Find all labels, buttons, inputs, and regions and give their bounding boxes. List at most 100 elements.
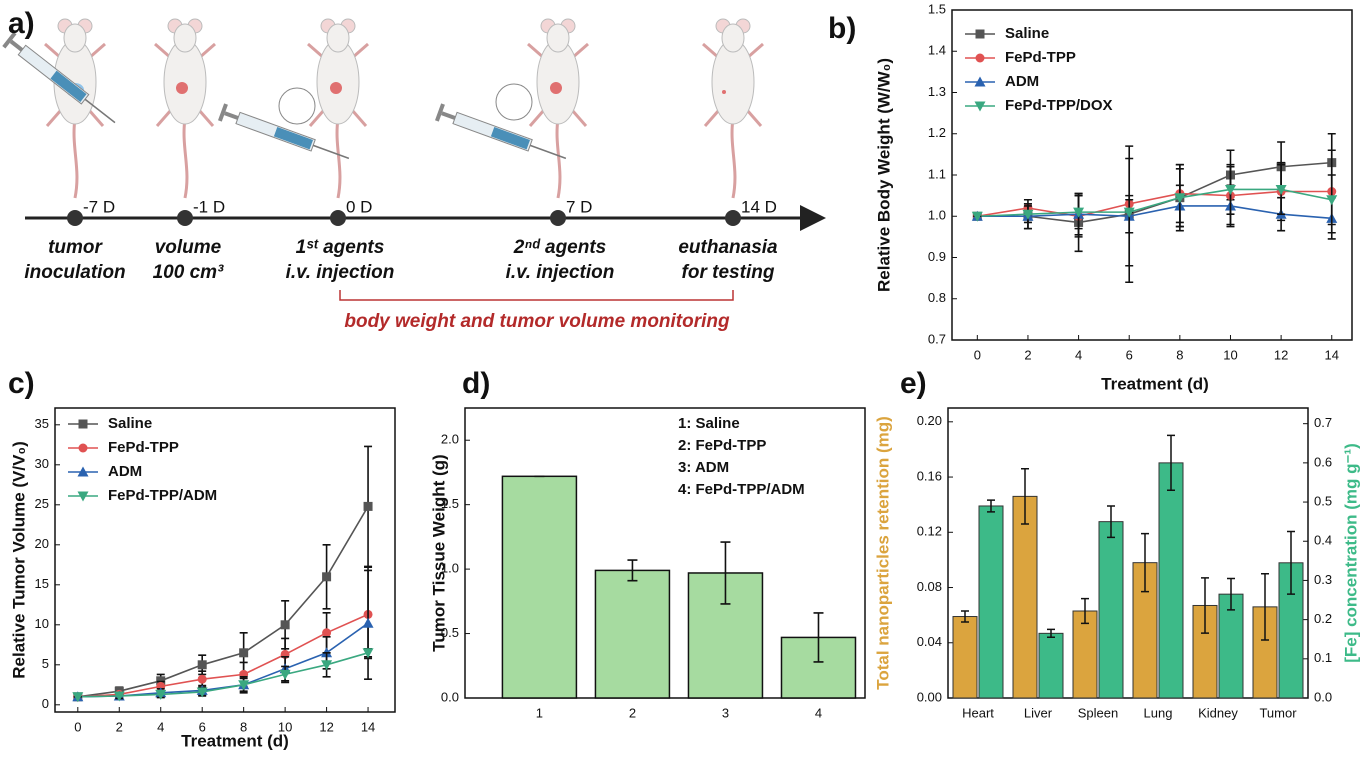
marker	[321, 660, 333, 671]
legend-label: Saline	[1005, 25, 1049, 42]
marker	[1022, 209, 1034, 220]
y-tick-label: 1.1	[928, 166, 946, 181]
x-tick-label: 0	[74, 719, 81, 734]
x-tick-label: 4	[1075, 347, 1082, 362]
y-tick-label: 0.16	[917, 468, 942, 483]
x-tick-label: 10	[278, 719, 292, 734]
y-tick-label: 1.0	[928, 208, 946, 223]
marker	[322, 572, 332, 582]
legend-label: FePd-TPP/ADM	[108, 487, 217, 504]
bar	[978, 505, 1004, 699]
error-bar	[813, 612, 824, 663]
y-tick-label: 1.5	[928, 1, 946, 16]
x-tick-label: 8	[240, 719, 247, 734]
y-tick-label: 10	[35, 616, 49, 631]
legend-label: FePd-TPP/DOX	[1005, 97, 1113, 114]
error-bar	[1021, 468, 1029, 525]
panel-label: b)	[828, 12, 856, 45]
mouse	[153, 17, 217, 200]
marker	[78, 419, 88, 429]
x-tick-label: 14	[361, 719, 375, 734]
marker	[362, 648, 374, 659]
day-label: 7 D	[566, 197, 592, 216]
error-bar	[1227, 577, 1235, 611]
series-line	[77, 613, 369, 698]
bar	[501, 475, 578, 699]
marker	[280, 620, 290, 630]
y-axis-label: Total nanoparticles retention (mg)	[873, 416, 892, 690]
mouse	[701, 17, 765, 200]
event-label: i.v. injection	[286, 262, 395, 283]
timeline-dot	[550, 210, 566, 226]
panel-label: e)	[900, 367, 927, 400]
y-tick-label: 30	[35, 456, 49, 471]
legend-label: FePd-TPP	[1005, 49, 1076, 66]
bar	[594, 569, 671, 699]
marker	[975, 29, 985, 39]
x-tick-label: 2	[1024, 347, 1031, 362]
x-tick-label: Kidney	[1198, 705, 1238, 720]
error-bar	[1167, 434, 1175, 492]
marker	[72, 692, 84, 703]
event-label: euthanasia	[678, 237, 778, 258]
x-tick-label: 4	[157, 719, 164, 734]
tumor-icon	[330, 82, 342, 94]
marker	[155, 689, 167, 700]
y2-axis-label: [Fe] concentration (mg g⁻¹)	[1341, 443, 1360, 663]
y-axis-label: Relative Tumor Volume (V/V₀)	[9, 441, 28, 679]
y-tick-label: 0.00	[917, 689, 942, 704]
series-line	[977, 188, 1332, 218]
panel-label: d)	[462, 367, 490, 400]
marker	[975, 53, 985, 63]
timeline-dot	[67, 210, 83, 226]
bar	[1158, 462, 1184, 699]
legend-label: ADM	[1005, 73, 1039, 90]
x-axis-label: Treatment (d)	[1101, 374, 1209, 393]
x-tick-label: 0	[974, 347, 981, 362]
x-tick-label: 2	[629, 705, 636, 720]
series-line	[977, 190, 1332, 218]
error-bar	[1261, 572, 1269, 641]
series-line	[77, 505, 369, 698]
x-tick-label: 4	[815, 705, 822, 720]
y-tick-label: 0.9	[928, 249, 946, 264]
legend-label: ADM	[108, 463, 142, 480]
marker	[971, 211, 983, 222]
y2-tick-label: 0.2	[1314, 611, 1332, 626]
day-label: 0 D	[346, 197, 372, 216]
annotation: 2: FePd-TPP	[678, 437, 766, 454]
timeline-arrow	[800, 205, 826, 231]
tumor-icon	[722, 90, 726, 94]
error-bar	[627, 559, 638, 582]
error-bar	[1081, 597, 1089, 625]
event-label: volume	[155, 237, 222, 258]
day-label: -1 D	[193, 197, 225, 216]
event-label: for testing	[682, 262, 775, 283]
x-tick-label: 1	[536, 705, 543, 720]
y-axis-label: Relative Body Weight (W/W₀)	[874, 58, 893, 292]
y2-tick-label: 0.1	[1314, 650, 1332, 665]
y-tick-label: 0.7	[928, 331, 946, 346]
y-tick-label: 20	[35, 536, 49, 551]
error-bar	[961, 610, 969, 623]
event-label: 2ⁿᵈ agents	[513, 237, 607, 258]
timeline-dot	[177, 210, 193, 226]
marker	[197, 660, 207, 670]
day-label: 14 D	[741, 197, 777, 216]
y-tick-label: 1.3	[928, 84, 946, 99]
error-bar	[1287, 530, 1295, 595]
tumor-icon	[176, 82, 188, 94]
error-bar	[1107, 505, 1115, 539]
marker	[1073, 207, 1085, 218]
y2-tick-label: 0.6	[1314, 454, 1332, 469]
series-line	[977, 161, 1332, 224]
y-axis-label: Tumor Tissue Weight (g)	[429, 454, 448, 651]
y2-tick-label: 0.7	[1314, 415, 1332, 430]
mouse	[306, 17, 370, 200]
y2-tick-label: 0.4	[1314, 533, 1332, 548]
marker	[1224, 184, 1236, 195]
marker	[279, 669, 291, 680]
marker	[363, 501, 373, 511]
mouse	[526, 17, 590, 200]
